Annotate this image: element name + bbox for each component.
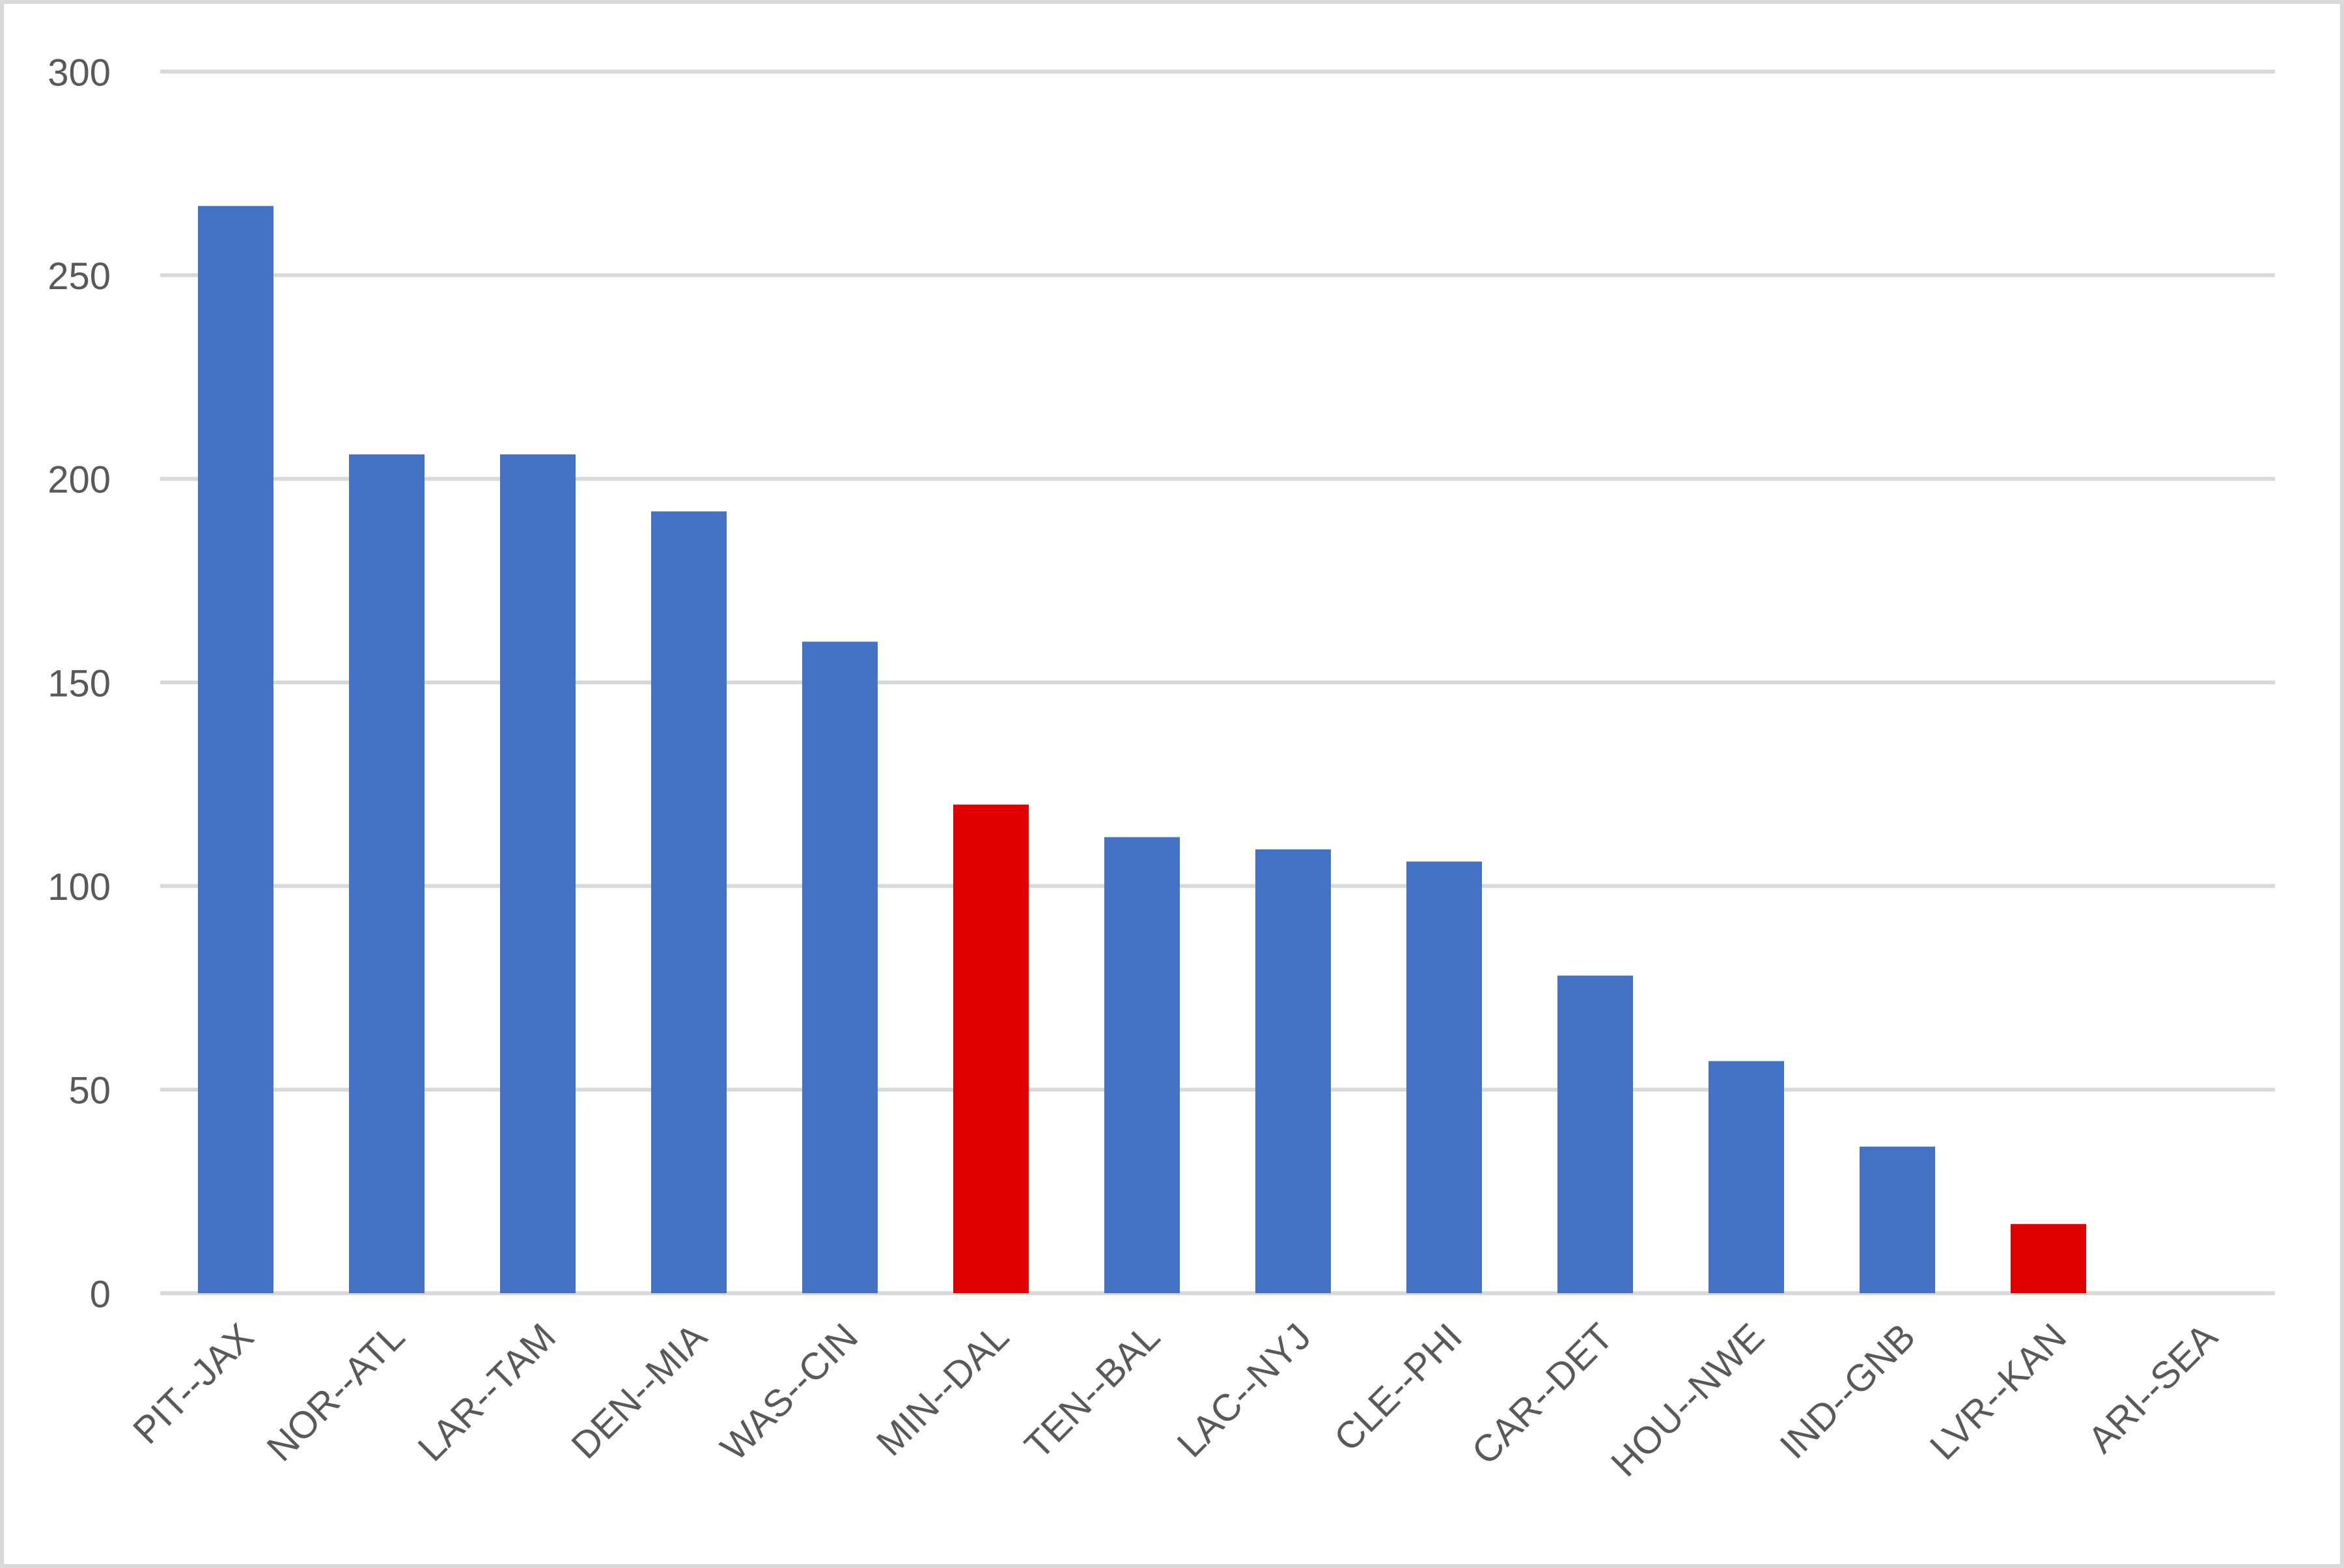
bar: [2011, 1224, 2086, 1293]
bar: [1406, 861, 1482, 1293]
bar: [953, 804, 1029, 1293]
bar: [198, 206, 273, 1293]
bar: [1255, 849, 1331, 1293]
y-tick-label: 0: [90, 1273, 111, 1315]
y-tick-label: 50: [68, 1070, 111, 1112]
bar: [1860, 1146, 1935, 1293]
y-tick-label: 200: [48, 459, 111, 501]
y-tick-label: 100: [48, 866, 111, 908]
bar: [1104, 837, 1180, 1293]
y-tick-label: 250: [48, 255, 111, 298]
bar: [651, 511, 727, 1293]
bar: [500, 454, 576, 1293]
y-tick-label: 150: [48, 662, 111, 705]
bar: [1557, 975, 1633, 1293]
bar: [802, 641, 878, 1293]
bar: [349, 454, 425, 1293]
bar: [1709, 1061, 1784, 1293]
y-tick-label: 300: [48, 51, 111, 94]
